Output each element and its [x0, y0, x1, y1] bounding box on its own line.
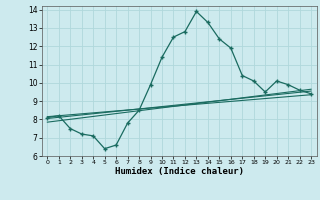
X-axis label: Humidex (Indice chaleur): Humidex (Indice chaleur)	[115, 167, 244, 176]
